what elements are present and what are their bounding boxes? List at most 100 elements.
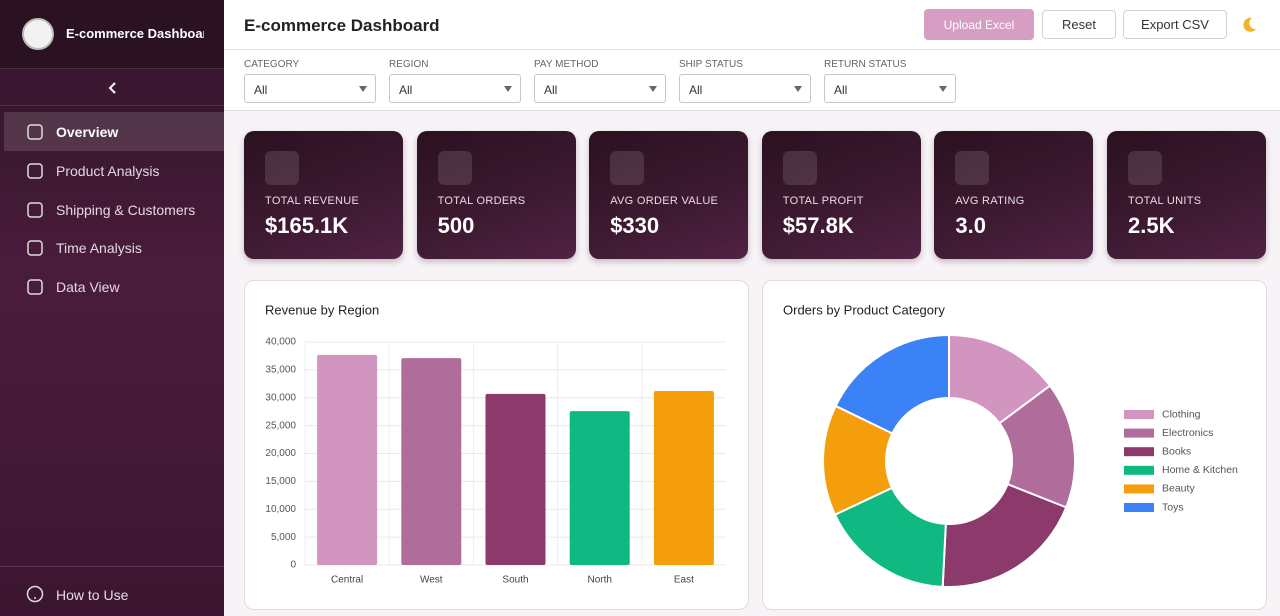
kpi-card: AVG ORDER VALUE $330: [589, 131, 749, 259]
legend-label: Books: [1162, 445, 1191, 457]
kpi-card: TOTAL PROFIT $57.8K: [761, 131, 921, 259]
icon-shape: [27, 201, 43, 218]
kpi-value: $165.1K: [265, 213, 349, 238]
dropdown-arrow: [359, 86, 367, 92]
reset-button[interactable]: Reset: [1042, 10, 1116, 39]
filter-label: SHIP STATUS: [679, 59, 743, 70]
nav-item[interactable]: Shipping & Customers: [4, 190, 224, 229]
button-label: Reset: [1062, 17, 1096, 32]
dropdown-arrow: [939, 86, 947, 92]
y-tick-label: 0: [290, 560, 296, 571]
y-tick-label: 35,000: [265, 365, 296, 376]
arrow-shape: [359, 86, 367, 92]
upload-button[interactable]: Upload Excel: [924, 9, 1034, 40]
y-tick-label: 30,000: [265, 392, 296, 403]
filter-value: All: [689, 83, 703, 97]
kpi-icon: [782, 151, 817, 185]
filter-bar: CATEGORY All REGION All PAY METHOD All SHIP ST…: [224, 50, 1280, 111]
button-label: Upload Excel: [943, 17, 1015, 32]
y-tick-label: 20,000: [265, 448, 296, 459]
logo: [22, 18, 54, 50]
bar: [401, 358, 462, 565]
y-tick-label: 25,000: [265, 420, 296, 431]
kpi-label: TOTAL REVENUE: [265, 195, 360, 207]
legend-swatch: [1124, 503, 1154, 512]
filter-select[interactable]: All: [679, 74, 811, 103]
help-link[interactable]: How to Use: [0, 578, 224, 610]
filter-select[interactable]: All: [824, 74, 956, 103]
nav-icon: [27, 279, 43, 295]
help-icon: [26, 585, 44, 603]
kpi-value: $330: [610, 213, 660, 238]
kpi-icon: [955, 151, 990, 185]
x-tick-label: South: [502, 575, 528, 586]
legend-swatch: [1124, 484, 1154, 494]
export-button[interactable]: Export CSV: [1123, 10, 1227, 39]
help-label: How to Use: [56, 587, 129, 603]
kpi-value: 2.5K: [1128, 213, 1175, 238]
kpi-card: AVG RATING 3.0: [934, 131, 1094, 259]
chart-title: Orders by Product Category: [783, 302, 945, 317]
theme-toggle[interactable]: [1240, 16, 1258, 34]
bar: [317, 354, 378, 565]
bar: [569, 411, 630, 565]
arrow-shape: [649, 86, 657, 92]
app-title: E-commerce Dashboard: [66, 26, 204, 41]
legend-swatch: [1124, 410, 1154, 419]
y-tick-label: 5,000: [271, 532, 296, 543]
chart-title: Revenue by Region: [265, 302, 379, 317]
kpi-label: TOTAL PROFIT: [782, 195, 864, 207]
filter-value: All: [254, 83, 268, 97]
y-tick-label: 15,000: [265, 476, 296, 487]
nav-label: Shipping & Customers: [56, 201, 196, 218]
header: E-commerce Dashboard Upload Excel Reset …: [224, 0, 1280, 50]
kpi-icon: [610, 151, 645, 185]
kpi-label: TOTAL ORDERS: [437, 195, 526, 207]
icon-shape: [27, 279, 43, 295]
y-tick-label: 40,000: [265, 337, 296, 348]
legend-label: Clothing: [1162, 408, 1201, 420]
filter-select[interactable]: All: [244, 74, 376, 103]
nav-label: Overview: [56, 124, 119, 140]
chevron-icon: [108, 82, 116, 94]
filter-select[interactable]: All: [389, 74, 521, 103]
kpi-value: $57.8K: [782, 213, 854, 238]
filter-value: All: [399, 83, 413, 97]
filter-label: REGION: [389, 59, 429, 70]
x-tick-label: East: [674, 575, 694, 586]
kpi-value: 3.0: [955, 213, 986, 238]
nav-icon: [27, 124, 43, 140]
kpi-icon: [265, 151, 299, 185]
nav-item[interactable]: Time Analysis: [4, 228, 224, 267]
legend-label: Electronics: [1162, 427, 1213, 439]
nav-item[interactable]: Overview: [4, 112, 224, 151]
arrow-shape: [794, 86, 802, 92]
filter-label: PAY METHOD: [534, 59, 599, 70]
kpi-label: AVG RATING: [955, 195, 1025, 207]
icon-shape: [27, 163, 43, 179]
bar: [653, 391, 714, 565]
kpi-icon: [1128, 151, 1162, 185]
arrow-shape: [939, 86, 947, 92]
dropdown-arrow: [504, 86, 512, 92]
legend-swatch: [1124, 465, 1154, 475]
page-title: E-commerce Dashboard: [244, 16, 440, 35]
kpi-icon: [437, 151, 472, 185]
kpi-value: 500: [437, 213, 475, 238]
nav-item[interactable]: Product Analysis: [4, 151, 224, 190]
icon-shape: [27, 124, 43, 140]
kpi-card: TOTAL REVENUE $165.1K: [244, 131, 403, 259]
filter-select[interactable]: All: [534, 74, 666, 103]
legend-swatch: [1124, 428, 1154, 438]
kpi-card: TOTAL UNITS 2.5K: [1107, 131, 1266, 259]
filter-label: RETURN STATUS: [824, 59, 907, 70]
donut-slice: [834, 333, 950, 435]
kpi-card: TOTAL ORDERS 500: [416, 131, 576, 259]
collapse-button[interactable]: [0, 70, 224, 106]
nav-item[interactable]: Data View: [4, 267, 224, 306]
legend-label: Beauty: [1162, 483, 1195, 495]
sidebar: E-commerce Dashboard How to Use Overview…: [0, 0, 224, 616]
nav-icon: [27, 240, 43, 257]
